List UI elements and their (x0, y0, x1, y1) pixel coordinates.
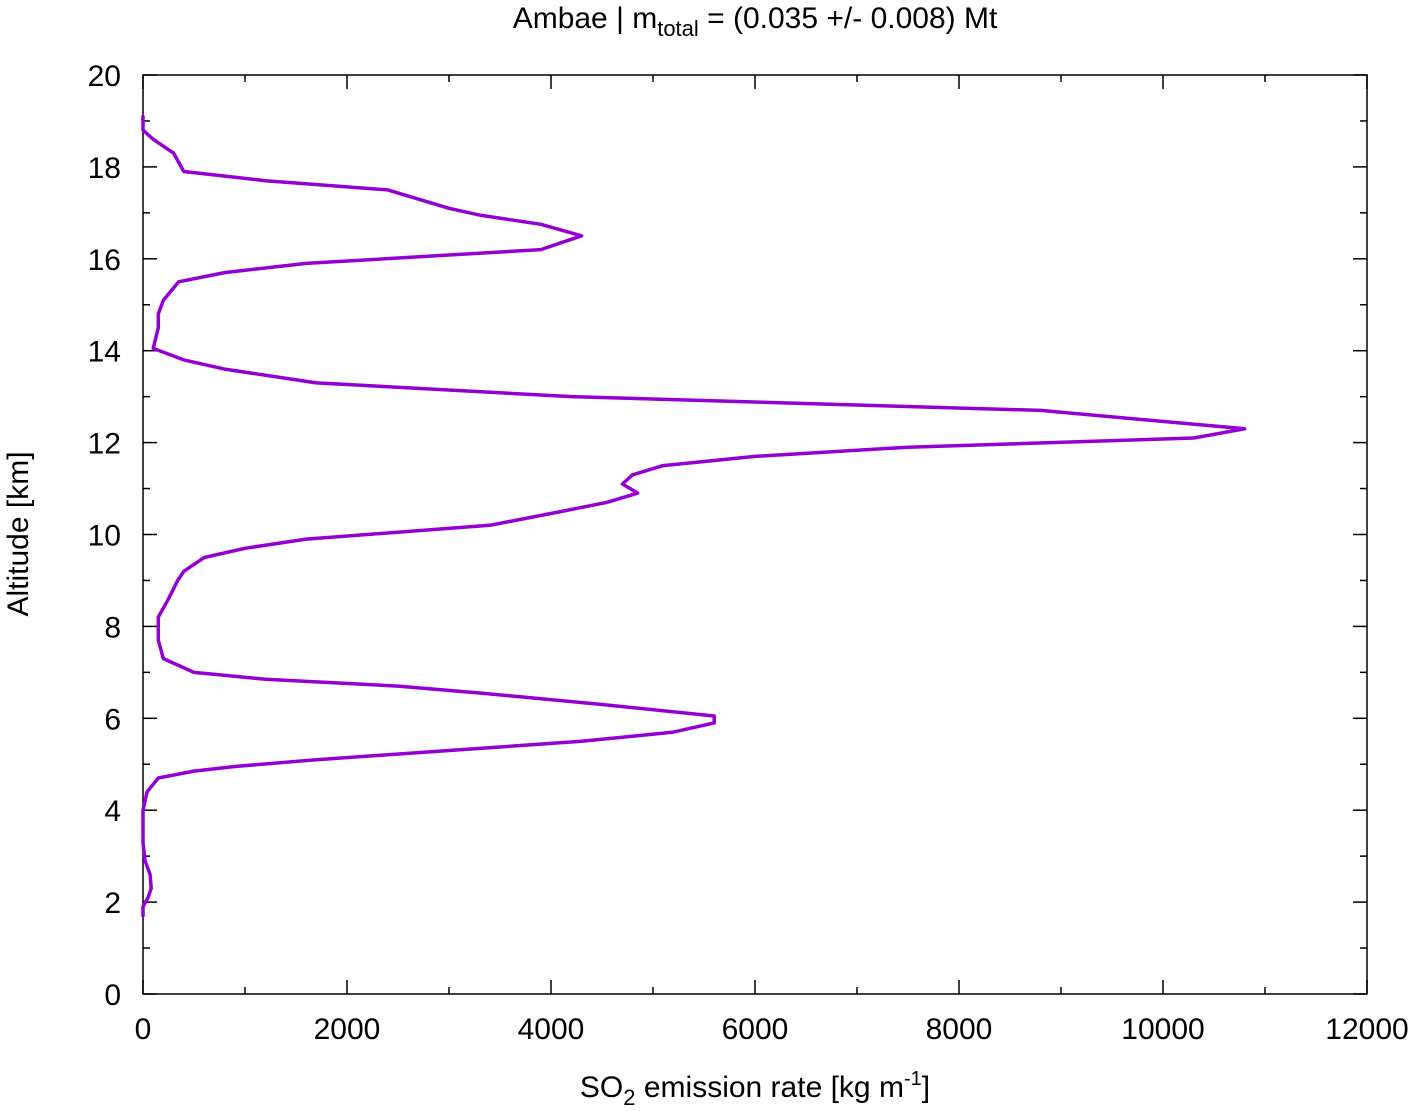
x-axis-label-prefix: SO (580, 1071, 623, 1104)
x-axis-label: SO2 emission rate [kg m-1] (580, 1068, 930, 1110)
x-axis-label-middle: emission rate [kg m (636, 1071, 904, 1104)
y-tick-label: 8 (104, 611, 121, 644)
y-tick-label: 12 (88, 428, 121, 461)
y-tick-label: 6 (104, 703, 121, 736)
ticks-group (142, 74, 1368, 995)
plot-frame (142, 74, 1368, 995)
x-tick-label: 10000 (1121, 1013, 1204, 1046)
y-tick-label: 18 (88, 152, 121, 185)
x-tick-label: 8000 (926, 1013, 993, 1046)
x-tick-label: 2000 (314, 1013, 381, 1046)
y-tick-label: 4 (104, 795, 121, 828)
y-tick-label: 0 (104, 979, 121, 1012)
y-tick-label: 10 (88, 520, 121, 553)
y-tick-label: 20 (88, 60, 121, 93)
x-tick-label: 12000 (1325, 1013, 1408, 1046)
chart-title: Ambae | mtotal = (0.035 +/- 0.008) Mt (513, 2, 998, 41)
y-tick-label: 14 (88, 336, 121, 369)
y-axis-label: Altitude [km] (2, 451, 35, 616)
y-tick-label: 16 (88, 244, 121, 277)
x-axis-label-subscript: 2 (623, 1085, 635, 1110)
chart-title-suffix: = (0.035 +/- 0.008) Mt (699, 2, 998, 35)
x-tick-label: 4000 (518, 1013, 585, 1046)
x-tick-label: 0 (135, 1013, 152, 1046)
series-line (141, 114, 1247, 918)
chart-title-subscript: total (657, 16, 699, 41)
x-tick-label: 6000 (722, 1013, 789, 1046)
tick-labels-group: 0 2000 4000 6000 8000 10000 12000 0 2 4 6 8 10 12 14 16… (88, 60, 1409, 1046)
x-axis-label-suffix: ] (922, 1071, 930, 1104)
x-axis-label-superscript: -1 (904, 1068, 922, 1090)
chart-title-prefix: Ambae | m (513, 2, 658, 35)
y-tick-label: 2 (104, 887, 121, 920)
